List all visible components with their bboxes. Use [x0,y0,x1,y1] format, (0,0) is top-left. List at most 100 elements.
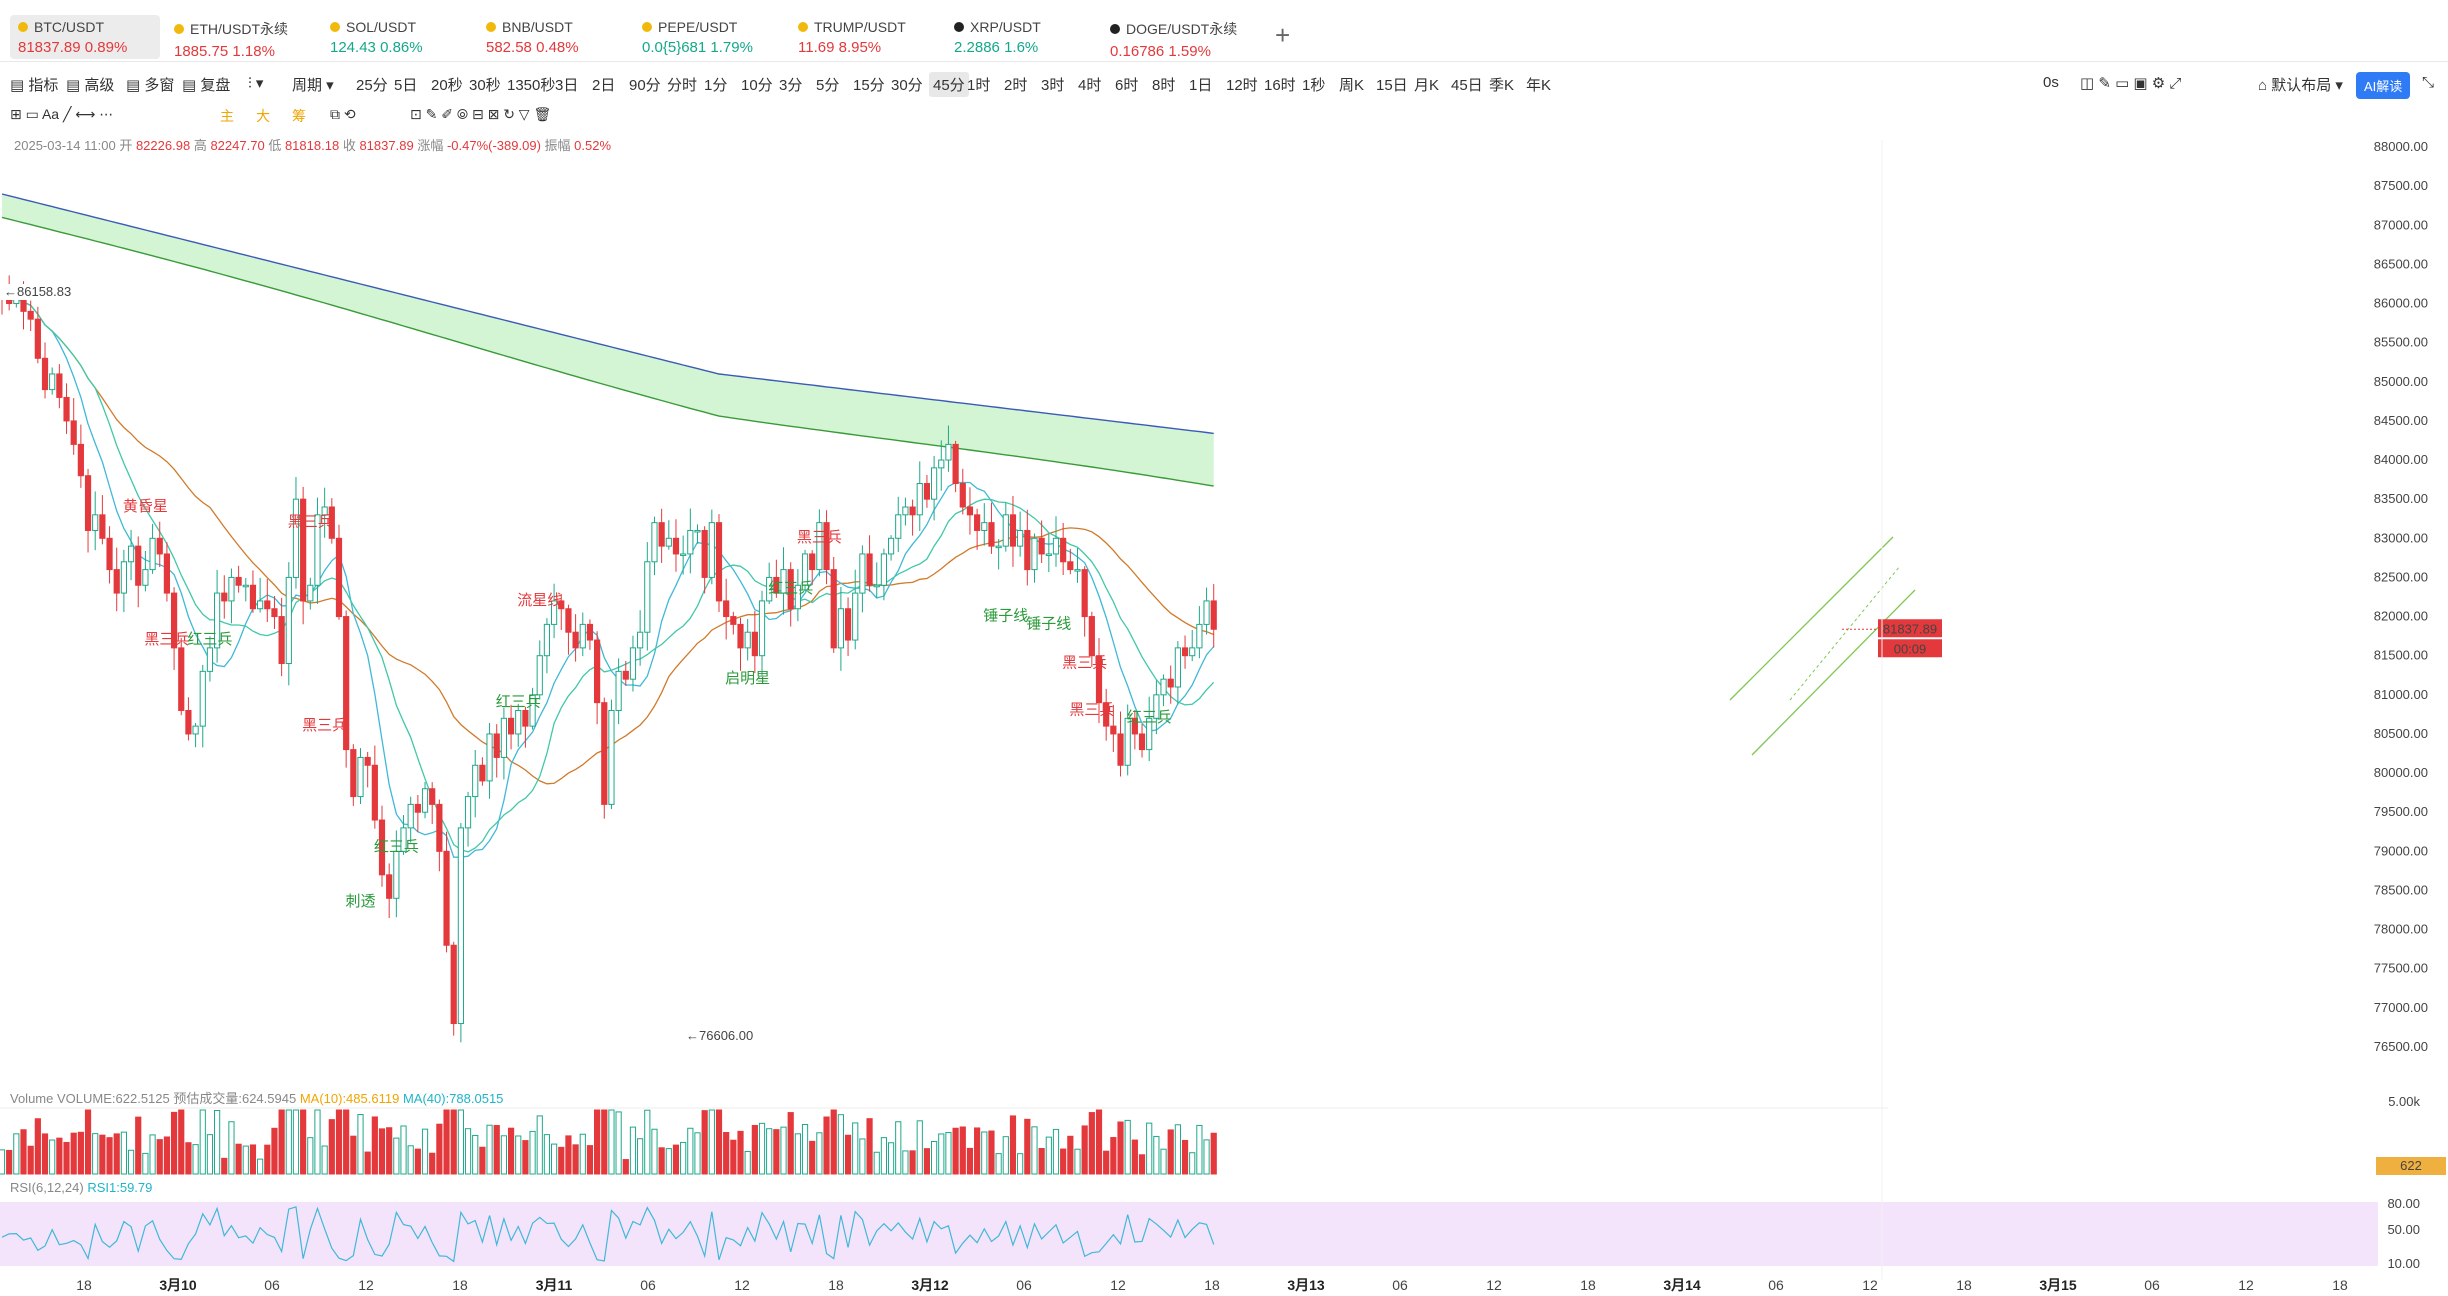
candle-body [507,717,515,735]
toolbar-2-button[interactable]: ▤ 多窗 [126,77,175,94]
ohlc-time: 2025-03-14 11:00 [14,138,116,153]
candle [1024,509,1031,586]
candle [357,748,364,804]
candle [1181,635,1189,669]
interval-10[interactable]: 10分 [741,77,773,94]
interval-12[interactable]: 5分 [816,77,840,94]
volume-bar [730,1139,737,1175]
interval-18[interactable]: 3时 [1041,77,1065,94]
toolbar-1-button[interactable]: ▤ 高级 [66,77,115,94]
volume-bar [127,1149,135,1175]
volume-bar [307,1137,314,1175]
interval-5[interactable]: 3日 [555,77,579,94]
tab-eth-usdt-[interactable]: ETH/USDT永续 1885.75 1.18% [166,15,316,60]
expand-icon[interactable]: ⤡ [2422,74,2435,91]
chart-type-button[interactable]: ⫶ ▾ [248,75,264,92]
candle-body [723,600,730,618]
volume-bar [1181,1139,1189,1175]
draw-label-1[interactable]: 大 [256,108,270,124]
interval-27[interactable]: 15日 [1376,77,1408,94]
layout-select[interactable]: ⌂ 默认布局 ▾ [2258,77,2343,94]
interval-29[interactable]: 45日 [1451,77,1483,94]
draw-tools-right[interactable]: ⊡ ✎ ✐ ⦾ ⊟ ⊠ ↻ ▽ 🗑 [410,106,552,122]
toolbar-icons[interactable]: ◫ ✎ ▭ ▣ ⚙ ⤢ [2080,75,2182,92]
candle [766,562,773,605]
volume-bar [264,1144,271,1175]
interval-28[interactable]: 月K [1414,77,1440,94]
candle-body [235,576,242,586]
candle [680,535,687,575]
interval-0[interactable]: 25分 [356,77,388,94]
tab-xrp-usdt[interactable]: XRP/USDT 2.2886 1.6% [946,15,1096,59]
toolbar-3-button[interactable]: ▤ 复盘 [182,77,231,94]
ai-interpret-button[interactable]: AI解读 [2356,72,2411,99]
interval-25[interactable]: 1秒 [1302,77,1326,94]
toolbar-0-button[interactable]: ▤ 指标 [10,77,59,94]
add-tab-icon[interactable]: + [1275,20,1291,50]
candle-body [1181,647,1189,657]
interval-19[interactable]: 4时 [1078,77,1102,94]
candle [307,577,314,610]
draw-label-2[interactable]: 筹 [292,108,306,124]
interval-24[interactable]: 16时 [1264,77,1296,94]
interval-23[interactable]: 12时 [1226,77,1258,94]
candle [859,545,866,613]
candle [371,745,378,829]
tab-btc-usdt[interactable]: BTC/USDT 81837.89 0.89% [10,15,160,59]
interval-21[interactable]: 8时 [1152,77,1176,94]
x-tick-label: 3月13 [1287,1277,1325,1293]
interval-15[interactable]: 45分 [929,72,969,97]
tab-sol-usdt[interactable]: SOL/USDT 124.43 0.86% [322,15,472,59]
interval-20[interactable]: 6时 [1115,77,1139,94]
interval-4[interactable]: 1350秒 [507,77,556,94]
tab-bnb-usdt[interactable]: BNB/USDT 582.58 0.48% [478,15,628,59]
volume-bar [378,1128,386,1175]
tab-doge-usdt-[interactable]: DOGE/USDT永续 0.16786 1.59% [1102,15,1252,60]
interval-3[interactable]: 30秒 [469,77,501,94]
interval-13[interactable]: 15分 [853,77,885,94]
interval-16[interactable]: 1时 [967,77,991,94]
price-tick-label: 81000.00 [2374,687,2428,702]
candle [1103,688,1110,741]
candle-body [192,725,199,735]
interval-2[interactable]: 20秒 [431,77,463,94]
candle-body [1153,694,1160,719]
tab-change: 1.79% [710,39,753,56]
draw-label-0[interactable]: 主 [220,108,234,124]
draw-tools-left[interactable]: ⊞ ▭ Aa ╱ ⟷ ⋯ [10,106,114,122]
price-tick-label: 86500.00 [2374,256,2428,271]
interval-22[interactable]: 1日 [1189,77,1213,94]
interval-30[interactable]: 季K [1489,77,1515,94]
interval-6[interactable]: 2日 [592,77,616,94]
interval-14[interactable]: 30分 [891,77,923,94]
volume-bar [565,1135,572,1175]
interval-31[interactable]: 年K [1526,77,1552,94]
volume-bar [758,1122,766,1175]
candle [120,549,127,613]
interval-7[interactable]: 90分 [629,77,661,94]
draw-tools-mid[interactable]: ⧉ ⟲ [330,106,356,122]
candle [572,614,579,662]
volume-bar [1160,1148,1167,1175]
pattern-label: 黑三兵 [1069,701,1114,718]
tab-trump-usdt[interactable]: TRUMP/USDT 11.69 8.95% [790,15,940,59]
period-button[interactable]: 周期 ▾ [292,77,334,94]
volume-bar [228,1121,235,1175]
candle [1060,522,1067,576]
tab-pepe-usdt[interactable]: PEPE/USDT 0.0{5}681 1.79% [634,15,784,59]
interval-11[interactable]: 3分 [779,77,803,94]
volume-bar [830,1109,837,1175]
volume-bar [170,1111,178,1175]
candle [1017,511,1024,557]
interval-8[interactable]: 分时 [667,77,698,94]
volume-bar [1167,1129,1174,1175]
interval-9[interactable]: 1分 [704,77,728,94]
candle-body [49,373,56,391]
tab-symbol: TRUMP/USDT [814,19,906,35]
interval-1[interactable]: 5日 [394,77,418,94]
candle-body [601,702,608,805]
interval-17[interactable]: 2时 [1004,77,1028,94]
candle [479,757,486,786]
interval-26[interactable]: 周K [1339,77,1365,94]
